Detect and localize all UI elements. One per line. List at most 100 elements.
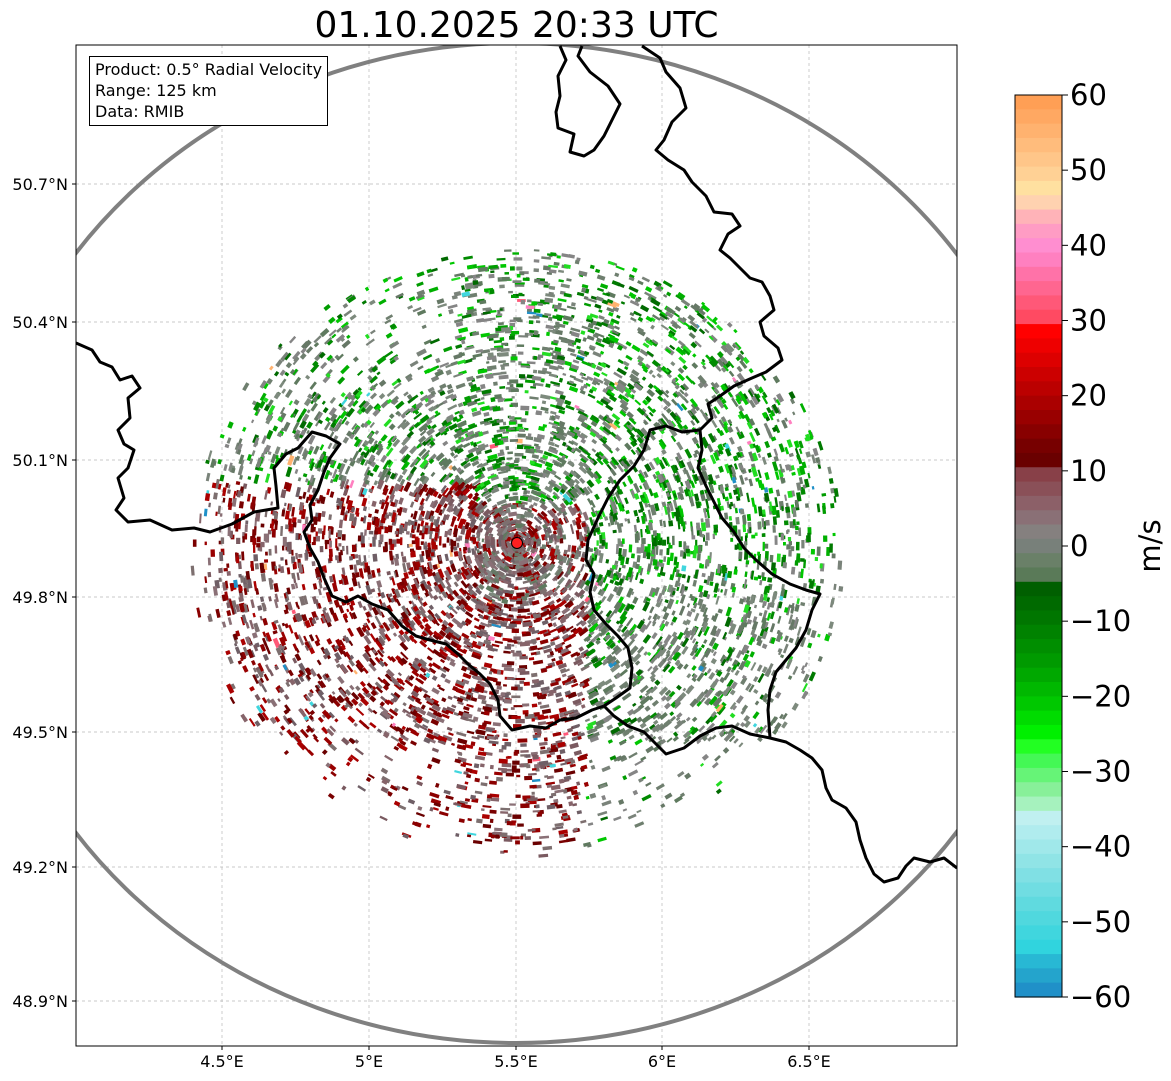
echo-gate	[594, 303, 602, 309]
echo-gate	[498, 470, 509, 475]
echo-gate	[480, 383, 486, 390]
echo-gate	[417, 546, 422, 551]
echo-gate	[698, 328, 706, 335]
echo-gate	[668, 656, 674, 661]
echo-gate	[338, 604, 345, 614]
echo-gate	[679, 594, 686, 604]
echo-gate	[601, 371, 608, 377]
echo-gate	[445, 579, 452, 588]
echo-gate	[509, 803, 516, 806]
echo-gate	[700, 467, 704, 472]
echo-gate	[729, 702, 737, 710]
echo-gate	[685, 375, 694, 384]
echo-gate	[240, 616, 246, 626]
echo-gate	[722, 364, 729, 372]
echo-gate	[452, 507, 460, 516]
echo-gate	[340, 364, 350, 375]
echo-gate	[369, 392, 378, 400]
echo-gate	[199, 513, 202, 524]
echo-gate	[499, 449, 505, 455]
echo-gate	[634, 399, 642, 406]
echo-gate	[516, 344, 525, 347]
echo-gate	[506, 643, 512, 648]
echo-gate	[541, 708, 552, 715]
echo-gate	[437, 388, 444, 393]
echo-gate	[702, 607, 708, 617]
echo-gate	[523, 427, 529, 431]
echo-gate	[402, 833, 410, 839]
echo-gate	[374, 615, 382, 625]
echo-gate	[798, 527, 802, 537]
echo-gate	[641, 793, 652, 802]
echo-gate	[644, 363, 651, 370]
echo-gate	[595, 268, 601, 274]
echo-gate	[615, 544, 619, 555]
echo-gate	[392, 282, 403, 289]
echo-gate	[377, 587, 381, 593]
echo-gate	[357, 600, 363, 609]
echo-gate	[538, 853, 549, 858]
echo-gate	[666, 557, 671, 566]
echo-gate	[396, 538, 401, 544]
echo-gate	[347, 399, 355, 408]
echo-gate	[342, 545, 345, 552]
echo-gate	[363, 644, 372, 653]
echo-gate	[530, 651, 537, 656]
echo-gate	[509, 335, 515, 340]
echo-gate	[443, 345, 453, 353]
echo-gate	[227, 489, 231, 494]
echo-gate	[416, 348, 427, 357]
echo-gate	[439, 521, 444, 526]
echo-gate	[451, 704, 457, 709]
echo-gate	[718, 728, 726, 736]
echo-gate	[248, 717, 256, 727]
echo-gate	[605, 404, 614, 412]
echo-gate	[514, 452, 524, 457]
echo-gate	[359, 680, 366, 688]
echo-gate	[427, 647, 435, 654]
echo-gate	[752, 711, 760, 720]
echo-gate	[342, 612, 349, 619]
echo-gate	[493, 381, 498, 386]
echo-gate	[238, 585, 243, 592]
echo-gate	[482, 311, 491, 315]
echo-gate	[550, 792, 557, 797]
echo-gate	[788, 614, 794, 625]
echo-gate	[274, 446, 281, 455]
echo-gate	[738, 551, 743, 560]
echo-gate	[588, 759, 593, 764]
echo-gate	[291, 609, 296, 615]
echo-gate	[439, 473, 448, 483]
echo-gate	[513, 751, 518, 756]
echo-gate	[288, 400, 294, 406]
echo-gate	[391, 380, 399, 387]
echo-gate	[703, 688, 710, 695]
echo-gate	[734, 507, 738, 514]
echo-gate	[676, 586, 680, 592]
echo-gate	[250, 599, 255, 609]
echo-gate	[283, 609, 289, 615]
echo-gate	[488, 273, 495, 279]
echo-gate	[496, 685, 502, 690]
echo-gate	[344, 420, 350, 426]
echo-gate	[292, 522, 297, 528]
map-title: 01.10.2025 20:33 UTC	[314, 5, 719, 46]
echo-gate	[432, 807, 439, 811]
echo-gate	[300, 508, 307, 520]
echo-gate	[581, 572, 589, 582]
echo-gate	[487, 654, 494, 659]
echo-gate	[569, 374, 577, 379]
echo-gate	[528, 589, 535, 596]
echo-gate	[451, 276, 461, 282]
echo-gate	[463, 358, 473, 364]
echo-gate	[515, 718, 525, 724]
echo-gate	[542, 845, 553, 851]
echo-gate	[788, 391, 796, 400]
echo-gate	[757, 521, 762, 530]
echo-gate	[711, 761, 719, 769]
echo-gate	[558, 706, 567, 714]
echo-gate	[796, 492, 802, 502]
echo-gate	[405, 531, 410, 535]
echo-gate	[567, 727, 573, 733]
echo-gate	[540, 497, 546, 503]
